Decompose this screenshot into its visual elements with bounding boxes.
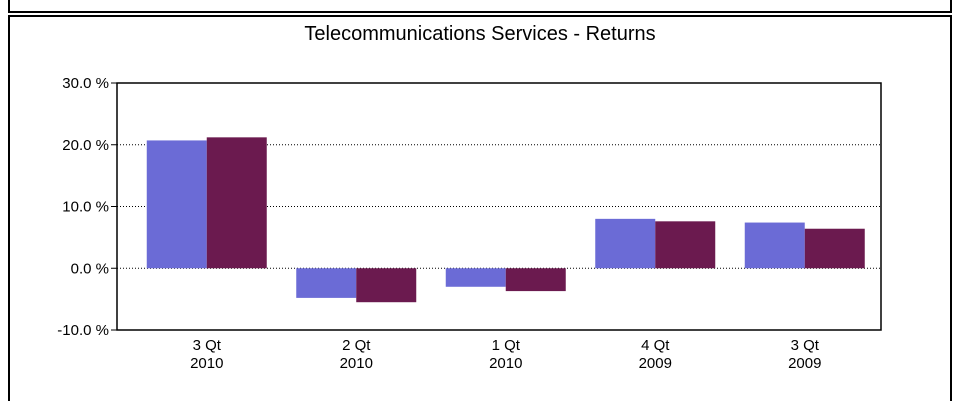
bar	[206, 137, 267, 269]
x-tick-line: 4 Qt	[641, 337, 670, 354]
y-tick-label: 30.0 %	[62, 75, 109, 92]
chart-frame	[8, 15, 952, 401]
bar	[655, 221, 716, 269]
x-tick-line: 3 Qt	[791, 337, 820, 354]
x-tick-line: 1 Qt	[492, 337, 521, 354]
x-tick-label: 1 Qt 2010	[489, 337, 522, 372]
bar	[505, 268, 566, 292]
bar	[804, 228, 865, 269]
bar	[296, 268, 357, 298]
y-tick-label: -10.0 %	[57, 322, 109, 339]
plot-frame	[116, 82, 882, 331]
bar	[445, 268, 506, 287]
x-tick-line: 2009	[788, 355, 821, 372]
y-tick-label: 10.0 %	[62, 199, 109, 216]
x-tick-label: 3 Qt 2009	[788, 337, 821, 372]
x-tick-line: 2009	[639, 355, 672, 372]
x-tick-line: 2010	[340, 355, 373, 372]
x-tick-label: 3 Qt 2010	[190, 337, 223, 372]
x-tick-line: 3 Qt	[193, 337, 222, 354]
x-tick-line: 2010	[489, 355, 522, 372]
chart-title: Telecommunications Services - Returns	[304, 23, 655, 45]
y-tick-label: 20.0 %	[62, 137, 109, 154]
bar	[744, 222, 805, 269]
bar	[146, 140, 207, 269]
top-frame	[8, 0, 952, 13]
x-tick-line: 2010	[190, 355, 223, 372]
x-tick-label: 4 Qt 2009	[639, 337, 672, 372]
bar	[356, 268, 417, 303]
x-tick-label: 2 Qt 2010	[340, 337, 373, 372]
x-tick-line: 2 Qt	[342, 337, 371, 354]
bar	[595, 218, 656, 269]
y-tick-label: 0.0 %	[71, 260, 109, 277]
